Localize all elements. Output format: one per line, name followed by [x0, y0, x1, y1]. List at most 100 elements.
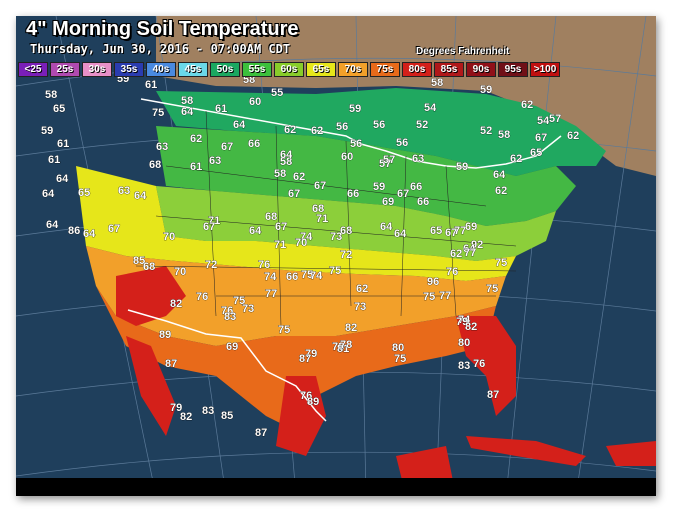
map-frame: 59 61 58 58 55 58 59 54 65 60 58 75 64 62 61 59 54 57 56 56…	[16, 16, 656, 496]
temperature-reading: 82	[180, 411, 192, 423]
temperature-reading: 92	[471, 239, 483, 251]
temperature-reading: 80	[458, 337, 470, 349]
temperature-reading: 52	[480, 125, 492, 137]
temperature-reading: 75	[233, 295, 245, 307]
temperature-reading: 64	[181, 106, 194, 118]
temperature-reading: 87	[299, 353, 311, 365]
temperature-reading: 58	[280, 156, 292, 168]
temperature-reading: 56	[373, 119, 385, 131]
temperature-reading: 58	[181, 95, 193, 107]
temperature-reading: 64	[42, 188, 55, 200]
temperature-reading: 66	[248, 138, 260, 150]
temperature-reading: 80	[392, 342, 404, 354]
temperature-reading: 75	[495, 257, 507, 269]
temperature-reading: 75	[152, 107, 164, 119]
temperature-reading: 58	[45, 89, 57, 101]
temperature-reading: 68	[312, 203, 324, 215]
temperature-reading: 58	[498, 129, 510, 141]
temperature-reading: 77	[454, 225, 466, 237]
temperature-reading: 86	[68, 225, 80, 237]
temperature-reading: 72	[205, 259, 217, 271]
temperature-reading: 68	[143, 261, 155, 273]
temperature-reading: 64	[83, 228, 96, 240]
temperature-reading: 66	[286, 271, 298, 283]
temperature-reading: 56	[396, 137, 408, 149]
state-lines	[135, 110, 517, 327]
temperature-reading: 62	[190, 133, 202, 145]
temperature-reading: 75	[486, 283, 498, 295]
temperature-reading: 68	[265, 211, 277, 223]
temperature-reading: 78	[340, 339, 352, 351]
temperature-reading: 75	[278, 324, 290, 336]
temperature-reading: 60	[341, 151, 353, 163]
temperature-reading: 61	[190, 161, 202, 173]
temperature-reading: 64	[233, 119, 246, 131]
temperature-reading: 64	[493, 169, 506, 181]
legend-item: 65s	[306, 62, 336, 77]
temperature-reading: 83	[224, 311, 236, 323]
temperature-reading: 76	[300, 390, 312, 402]
legend-item: 95s	[498, 62, 528, 77]
zone-85s-baja	[126, 336, 176, 436]
legend-item: 35s	[114, 62, 144, 77]
temperature-reading: 57	[549, 113, 561, 125]
zone-80s-texas	[276, 376, 326, 456]
temperature-reading: 87	[487, 389, 499, 401]
temperature-reading: 56	[350, 138, 362, 150]
temperature-reading: 64	[280, 149, 293, 161]
temperature-reading: 62	[284, 124, 296, 136]
temperature-reading: 69	[465, 221, 477, 233]
zone-55s	[156, 126, 576, 226]
temperature-reading: 71	[208, 215, 220, 227]
zone-50s	[156, 88, 606, 176]
temperature-reading: 65	[78, 187, 90, 199]
legend-item: 90s	[466, 62, 496, 77]
legend-item: 75s	[370, 62, 400, 77]
zone-60s	[156, 186, 556, 261]
temperature-reading: 75	[301, 269, 313, 281]
units-label: Degrees Fahrenheit	[416, 46, 510, 57]
temperature-reading: 89	[307, 396, 319, 408]
temperature-reading: 63	[209, 155, 221, 167]
legend-item: 80s	[402, 62, 432, 77]
legend-item: 85s	[434, 62, 464, 77]
temperature-reading: 65	[530, 147, 542, 159]
temperature-reading: 65	[430, 225, 442, 237]
temperature-reading: 74	[300, 231, 313, 243]
legend-item: 30s	[82, 62, 112, 77]
temperature-reading: 55	[271, 87, 283, 99]
temperature-reading: 64	[249, 225, 262, 237]
temperature-reading: 82	[345, 322, 357, 334]
temperature-reading: 64	[380, 221, 393, 233]
temperature-reading: 76	[221, 305, 233, 317]
temperature-reading: 82	[465, 321, 477, 333]
temperature-reading: 61	[57, 138, 69, 150]
temperature-reading: 56	[336, 121, 348, 133]
temperature-reading: 59	[456, 161, 468, 173]
temperature-reading: 79	[170, 402, 182, 414]
temperature-reading: 82	[170, 298, 182, 310]
zone-75s	[96, 286, 496, 436]
temperature-reading: 59	[41, 125, 53, 137]
temperature-reading: 61	[215, 103, 227, 115]
temperature-reading: 66	[410, 181, 422, 193]
temperature-reading: 67	[221, 141, 233, 153]
temperature-reading: 54	[424, 102, 437, 114]
temperature-reading: 79	[305, 348, 317, 360]
temperature-reading: 68	[149, 159, 161, 171]
zone-65s	[76, 166, 516, 281]
temperature-reading: 59	[373, 181, 385, 193]
cuba-island	[466, 436, 586, 466]
temperature-reading: 62	[521, 99, 533, 111]
temperature-reading: 58	[274, 168, 286, 180]
temperature-reading: 69	[226, 341, 238, 353]
temperature-reading: 75	[394, 353, 406, 365]
temperature-reading: 66	[347, 188, 359, 200]
temperature-reading: 75	[329, 265, 341, 277]
temperature-reading: 77	[265, 288, 277, 300]
temperature-reading: 62	[510, 153, 522, 165]
temperature-reading: 63	[156, 141, 168, 153]
temperature-reading: 67	[203, 221, 215, 233]
